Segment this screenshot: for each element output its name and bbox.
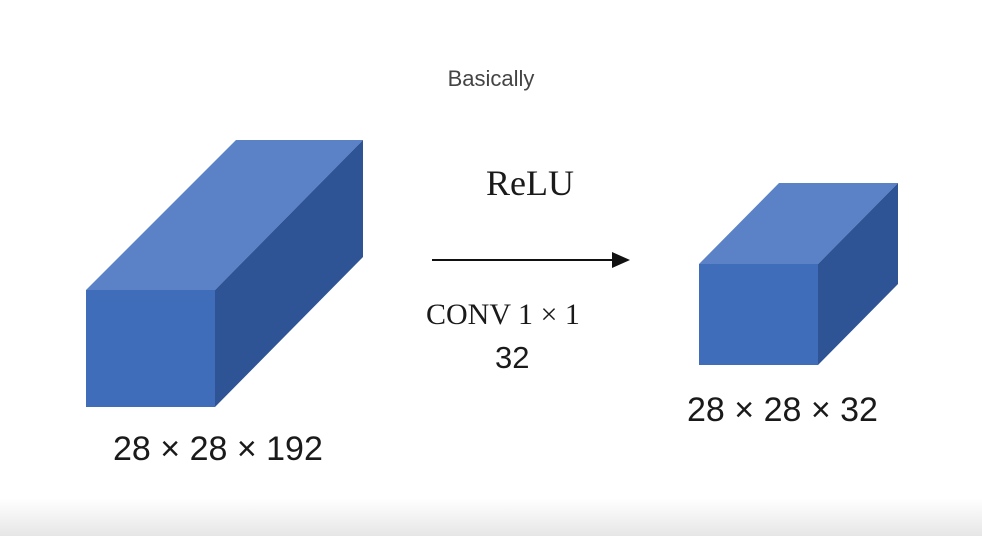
- arrow-head: [612, 252, 630, 268]
- output-volume-cube: [699, 183, 898, 365]
- activation-label: ReLU: [486, 163, 574, 203]
- input-cube-side-face: [215, 140, 363, 407]
- operation-label: CONV 1 × 1: [426, 298, 580, 331]
- input-cube-front-face: [86, 290, 215, 407]
- input-volume-cube: [86, 140, 363, 407]
- input-dimensions-label: 28 × 28 × 192: [113, 430, 323, 468]
- output-cube-front-face: [699, 264, 818, 365]
- output-cube-top-face: [699, 183, 898, 264]
- arrow-right-icon: [432, 252, 630, 268]
- input-cube-top-face: [86, 140, 363, 290]
- bottom-shadow: [0, 498, 982, 536]
- filter-count-label: 32: [495, 340, 530, 375]
- output-dimensions-label: 28 × 28 × 32: [687, 391, 878, 429]
- caption-text: Basically: [447, 66, 535, 91]
- output-cube-side-face: [818, 183, 898, 365]
